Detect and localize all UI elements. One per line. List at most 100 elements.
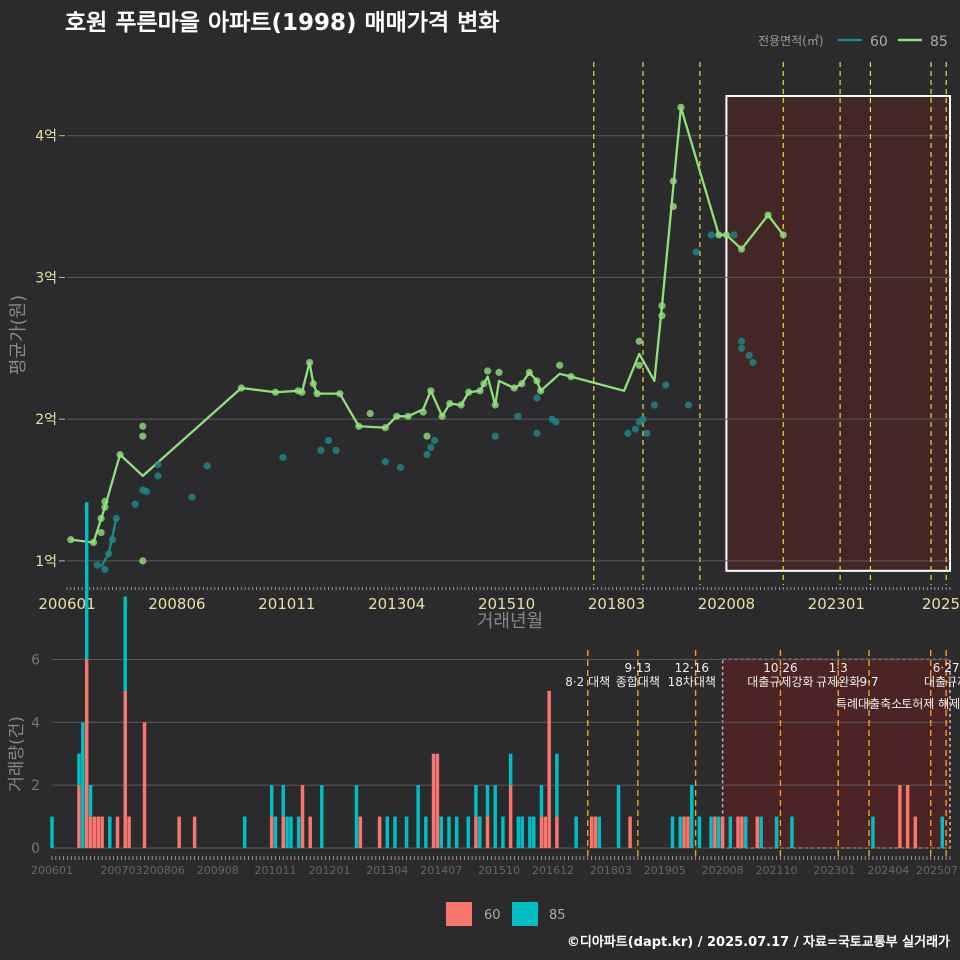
volume-y-tick-label: 2: [31, 778, 40, 794]
legend-label-85-bottom: 85: [549, 908, 566, 923]
volume-bar-85: [474, 785, 478, 817]
data-point-85: [139, 432, 147, 440]
data-point-60: [631, 425, 640, 433]
volume-bar-85: [478, 816, 482, 848]
data-point-60: [203, 462, 211, 470]
data-point-85: [423, 432, 431, 440]
volume-bar-85: [416, 785, 420, 848]
data-point-60: [745, 351, 753, 359]
data-point-60: [643, 429, 651, 437]
data-point-85: [635, 361, 643, 369]
data-point-60: [93, 561, 101, 569]
price-plot: 1억 2억 3억 4억 200601 200806 201011 201304 201510 20…: [35, 62, 960, 613]
data-point-85: [446, 399, 454, 408]
policy-annotation: 특례대출축소: [836, 697, 902, 711]
data-point-60: [737, 344, 746, 352]
volume-bar-60: [88, 816, 93, 848]
volume-bar-85: [697, 816, 702, 848]
data-point-85: [669, 202, 677, 211]
data-point-85: [635, 337, 643, 345]
volume-bar-85: [385, 816, 390, 848]
volume-bar-85: [528, 816, 532, 848]
volume-bar-85: [940, 816, 945, 848]
data-point-85: [139, 557, 147, 565]
x-tick-label: 201304: [368, 595, 425, 613]
volume-y-tick-label: 4: [31, 715, 40, 731]
volume-bar-85: [242, 816, 247, 848]
volume-bar-85: [774, 816, 779, 848]
data-point-60: [108, 536, 117, 544]
footer-credit: ©디아파트(dapt.kr) / 2025.07.17 / 자료=국토교통부 실…: [567, 934, 950, 950]
volume-y-tick-label: 6: [31, 652, 40, 668]
data-point-60: [154, 460, 162, 469]
volume-bar-85: [516, 816, 521, 848]
data-point-60: [662, 381, 670, 389]
data-point-60: [533, 394, 541, 402]
volume-bar-60: [377, 816, 382, 848]
policy-annotation: 18차대책: [668, 674, 716, 689]
data-point-60: [707, 231, 715, 239]
volume-bar-60: [485, 816, 490, 848]
data-point-85: [737, 245, 746, 253]
data-point-60: [324, 436, 333, 445]
volume-bar-85: [88, 785, 93, 817]
data-point-60: [650, 401, 659, 409]
volume-bar-60: [77, 785, 81, 848]
volume-bar-85: [670, 816, 675, 848]
volume-x-tick-label: 201905: [644, 864, 686, 877]
volume-bar-60: [547, 690, 551, 848]
volume-bar-60: [123, 690, 127, 848]
volume-bar-60: [96, 816, 100, 848]
volume-bar-60: [913, 816, 918, 848]
volume-bar-60: [269, 816, 274, 848]
volume-bar-85: [539, 785, 544, 817]
data-point-85: [677, 103, 685, 111]
volume-bar-60: [713, 816, 717, 848]
x-tick-label: 201011: [258, 595, 315, 613]
policy-annotation: 12·16: [675, 661, 709, 675]
x-tick-label: 201803: [588, 595, 645, 613]
data-point-85: [518, 380, 526, 388]
x-tick-label: 202301: [808, 595, 865, 613]
volume-bar-85: [289, 816, 293, 848]
volume-bar-60: [720, 816, 725, 848]
volume-bar-60: [358, 816, 363, 848]
data-point-85: [404, 412, 412, 420]
data-point-85: [427, 387, 435, 395]
volume-bar-85: [320, 785, 324, 848]
volume-bar-85: [50, 816, 54, 848]
data-point-60: [533, 429, 541, 437]
volume-bar-85: [871, 816, 875, 848]
top-legend: 전용면적(㎡) 60 85: [758, 34, 948, 50]
x-tick-label: 200806: [148, 595, 205, 613]
volume-bar-85: [555, 753, 559, 817]
data-point-85: [567, 373, 575, 381]
data-point-85: [336, 390, 344, 398]
data-point-60: [749, 358, 757, 367]
data-point-60: [188, 493, 196, 501]
volume-y-tick-label: 0: [31, 841, 40, 857]
volume-bar-60: [177, 816, 181, 848]
data-point-85: [556, 361, 564, 369]
volume-bar-85: [84, 502, 89, 660]
volume-bar-60: [628, 816, 632, 848]
volume-bar-85: [77, 753, 81, 786]
data-point-85: [495, 368, 503, 376]
data-point-60: [624, 429, 632, 437]
volume-x-tick-label: 202008: [702, 864, 744, 877]
volume-bar-60: [142, 722, 147, 848]
volume-x-tick-label: 201803: [590, 864, 632, 877]
data-point-60: [639, 415, 647, 423]
volume-bar-85: [404, 816, 409, 848]
data-point-85: [116, 451, 124, 459]
volume-bar-85: [678, 816, 682, 848]
volume-x-tick-label: 202507: [916, 864, 958, 877]
volume-x-tick-label: 202404: [867, 864, 909, 877]
data-point-60: [142, 487, 151, 496]
data-point-85: [298, 388, 306, 396]
data-point-60: [101, 565, 109, 574]
data-point-60: [154, 472, 162, 480]
volume-bar-60: [555, 816, 559, 848]
policy-annotation: 대출규제강화: [747, 675, 813, 689]
volume-bar-85: [108, 816, 112, 848]
